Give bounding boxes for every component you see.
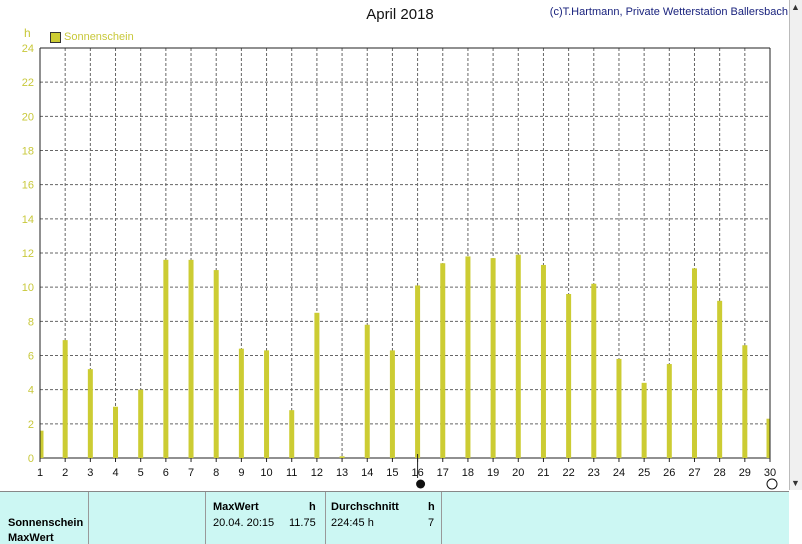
y-tick-label: 22 [22,77,34,89]
bar-day-21[interactable] [540,264,546,458]
x-tick-label: 21 [537,467,549,479]
bar-day-19[interactable] [490,258,496,458]
x-tick-label: 28 [714,467,726,479]
bar-day-8[interactable] [213,270,219,458]
max-header: MaxWert [213,501,259,513]
credit-text: (c)T.Hartmann, Private Wetterstation Bal… [549,6,788,18]
x-tick-label: 6 [163,467,169,479]
bar-day-11[interactable] [289,410,295,458]
y-tick-label: 6 [28,351,34,363]
vertical-scrollbar[interactable]: ▲ ▼ [789,0,802,490]
y-tick-label: 0 [28,453,34,465]
x-tick-label: 20 [512,467,524,479]
bar-day-6[interactable] [163,259,169,458]
max-value: 11.75 [289,517,316,529]
bar-day-9[interactable] [238,348,244,458]
x-tick-label: 17 [437,467,449,479]
x-tick-label: 3 [87,467,93,479]
scroll-down-arrow-icon[interactable]: ▼ [791,478,800,488]
y-tick-label: 4 [28,385,34,397]
bar-day-27[interactable] [691,268,697,458]
row-label-maxwert: MaxWert [8,532,54,544]
y-tick-label: 20 [22,111,34,123]
x-tick-label: 11 [286,467,297,479]
scroll-up-arrow-icon[interactable]: ▲ [791,2,800,12]
avg-unit: h [428,501,435,513]
info-panel: Sonnenschein MaxWert MaxWert h 20.04. 20… [0,491,789,544]
y-tick-label: 24 [22,43,34,55]
x-tick-label: 4 [112,467,118,479]
bar-day-3[interactable] [87,369,93,458]
x-tick-label: 2 [62,467,68,479]
x-tick-label: 9 [238,467,244,479]
x-tick-label: 14 [361,467,373,479]
y-tick-label: 18 [22,146,34,158]
x-tick-label: 27 [688,467,700,479]
bar-day-20[interactable] [515,254,521,458]
x-tick-label: 12 [311,467,323,479]
avg-value: 7 [428,517,435,529]
bar-day-30[interactable] [766,418,770,458]
legend-swatch [50,31,61,43]
x-tick-label: 7 [188,467,194,479]
x-tick-label: 8 [213,467,219,479]
x-tick-label: 29 [739,467,751,479]
legend-label: Sonnenschein [64,31,134,43]
y-tick-label: 10 [22,282,34,294]
panel-divider [88,492,89,544]
bar-day-14[interactable] [364,324,370,458]
max-date: 20.04. 20:15 [213,517,275,529]
bar-day-4[interactable] [113,406,119,458]
bar-day-24[interactable] [616,358,622,458]
bar-day-18[interactable] [465,256,471,458]
bar-day-17[interactable] [440,263,446,458]
bar-day-10[interactable] [264,350,270,458]
x-tick-label: 19 [487,467,499,479]
avg-total: 224:45 h [331,517,374,529]
bar-day-2[interactable] [62,340,68,458]
x-tick-label: 26 [663,467,675,479]
bar-day-26[interactable] [666,364,672,458]
bar-day-12[interactable] [314,312,320,458]
full-moon-icon [416,479,426,489]
x-tick-label: 15 [386,467,398,479]
x-tick-label: 18 [462,467,474,479]
bar-day-5[interactable] [138,389,144,458]
x-tick-label: 1 [37,467,43,479]
bar-day-16[interactable] [415,285,421,458]
x-tick-label: 30 [764,467,776,479]
bar-day-1[interactable] [40,430,44,458]
x-tick-label: 24 [613,467,625,479]
new-moon-icon [766,478,778,490]
x-tick-label: 10 [260,467,272,479]
y-tick-label: 12 [22,248,34,260]
bar-day-7[interactable] [188,259,194,458]
y-axis-unit: h [24,26,31,40]
y-tick-label: 8 [28,316,34,328]
y-tick-label: 2 [28,419,34,431]
bar-day-25[interactable] [641,382,647,458]
avg-header: Durchschnitt [331,501,399,513]
bar-day-22[interactable] [566,294,572,458]
max-unit: h [309,501,316,513]
x-tick-label: 22 [562,467,574,479]
bar-day-28[interactable] [717,300,723,458]
y-tick-label: 14 [22,214,34,226]
x-tick-label: 25 [638,467,650,479]
panel-divider [441,492,442,544]
x-tick-label: 13 [336,467,348,479]
x-tick-label: 23 [588,467,600,479]
bar-day-23[interactable] [591,283,597,458]
y-tick-label: 16 [22,180,34,192]
bar-day-29[interactable] [742,345,748,458]
bar-day-13[interactable] [339,456,345,458]
chart-title: April 2018 [366,6,434,23]
bar-day-15[interactable] [389,350,395,458]
row-label-sonnenschein: Sonnenschein [8,517,84,529]
panel-divider [325,492,326,544]
panel-divider [205,492,206,544]
x-tick-label: 5 [138,467,144,479]
legend[interactable]: Sonnenschein [50,31,134,43]
